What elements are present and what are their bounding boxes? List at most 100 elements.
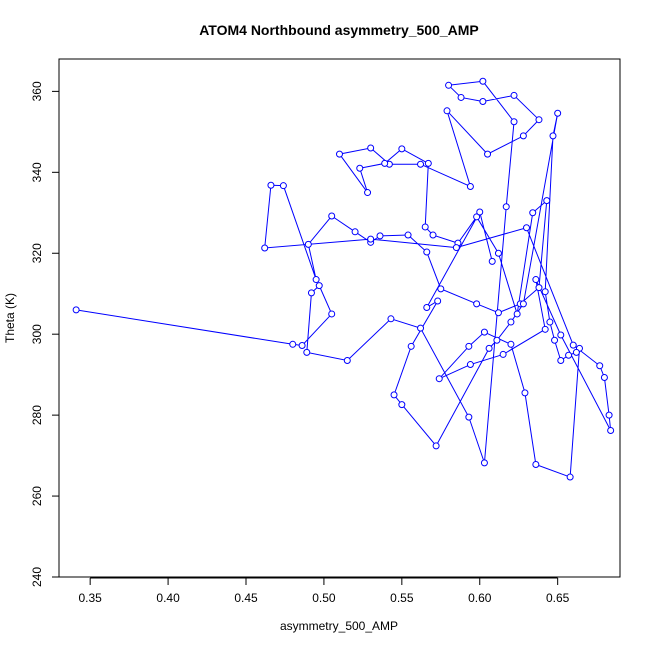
data-point <box>480 459 488 467</box>
data-point <box>493 336 501 344</box>
data-point <box>510 91 518 99</box>
data-point <box>466 182 474 190</box>
x-tick-label: 0.60 <box>468 591 492 605</box>
data-point <box>479 77 487 85</box>
data-point <box>607 427 615 434</box>
data-point <box>343 356 351 364</box>
data-point <box>432 442 440 450</box>
data-point <box>417 324 425 332</box>
x-tick-label: 0.45 <box>234 591 258 605</box>
data-point <box>289 340 297 348</box>
data-point <box>315 282 323 290</box>
data-point <box>465 413 473 421</box>
y-tick-label: 320 <box>30 243 44 263</box>
data-point <box>507 318 515 326</box>
data-point <box>541 325 549 333</box>
data-point <box>445 81 453 89</box>
y-tick-label: 340 <box>30 162 44 182</box>
data-point <box>417 160 425 168</box>
x-axis-label: asymmetry_500_AMP <box>280 619 398 633</box>
data-point <box>407 342 415 350</box>
data-point <box>387 315 395 323</box>
x-tick-label: 0.50 <box>312 591 336 605</box>
data-point <box>532 276 540 284</box>
x-tick-label: 0.65 <box>546 591 570 605</box>
data-point <box>328 212 336 220</box>
data-point <box>390 391 398 399</box>
data-point <box>596 362 604 370</box>
y-tick-label: 300 <box>30 324 44 344</box>
data-point <box>557 356 565 364</box>
data-point <box>466 361 474 369</box>
data-point <box>572 348 580 356</box>
data-point <box>546 318 554 326</box>
x-tick-label: 0.35 <box>78 591 102 605</box>
data-point <box>479 97 487 105</box>
data-point <box>452 244 460 252</box>
data-point <box>435 375 443 383</box>
data-point <box>434 297 442 305</box>
y-tick-label: 240 <box>30 567 44 587</box>
data-point <box>303 348 311 356</box>
data-point <box>404 231 412 239</box>
data-point <box>465 342 473 350</box>
data-point <box>605 411 613 419</box>
data-point <box>499 350 507 358</box>
data-point <box>473 300 481 308</box>
data-point <box>532 461 540 468</box>
data-point <box>429 231 437 239</box>
data-point <box>541 288 549 296</box>
data-point <box>521 389 529 397</box>
y-tick-label: 280 <box>30 405 44 425</box>
x-tick-label: 0.40 <box>156 591 180 605</box>
data-point <box>510 118 518 126</box>
data-point <box>554 109 562 117</box>
data-point <box>423 303 431 311</box>
data-point <box>279 182 287 190</box>
data-point <box>535 116 543 124</box>
data-point <box>398 401 406 409</box>
data-point <box>557 331 565 339</box>
data-point <box>367 235 375 243</box>
data-point <box>443 107 451 115</box>
data-point <box>307 289 315 297</box>
data-point <box>519 132 527 140</box>
data-point <box>549 132 557 140</box>
data-marks <box>72 77 615 481</box>
data-point <box>485 344 493 352</box>
plot-frame <box>58 58 621 578</box>
data-point <box>513 310 521 318</box>
data-point <box>72 306 80 314</box>
data-point <box>328 310 336 318</box>
data-point <box>569 341 577 349</box>
data-point <box>484 150 492 158</box>
data-point <box>267 181 275 189</box>
data-point <box>364 189 372 197</box>
data-point <box>519 300 527 308</box>
data-point <box>367 144 375 152</box>
data-point <box>494 309 502 317</box>
data-point <box>600 373 608 381</box>
y-tick-label: 360 <box>30 81 44 101</box>
data-point <box>457 93 465 101</box>
series-line <box>76 80 612 478</box>
data-point <box>437 285 445 293</box>
chart-title: ATOM4 Northbound asymmetry_500_AMP <box>199 22 479 38</box>
data-point <box>543 197 551 205</box>
data-point <box>476 208 484 216</box>
data-point <box>535 284 543 292</box>
data-point <box>423 248 431 256</box>
y-tick-label: 260 <box>30 486 44 506</box>
y-axis: 240 260 280 300 320 340 360 <box>30 81 60 587</box>
data-point <box>356 164 364 172</box>
data-point <box>529 209 537 217</box>
data-point <box>551 336 559 344</box>
data-point <box>398 145 406 153</box>
data-point <box>566 473 574 481</box>
data-point <box>312 276 320 284</box>
data-point <box>480 328 488 336</box>
data-point <box>494 249 502 257</box>
data-point <box>488 257 496 265</box>
data-point <box>304 240 312 248</box>
data-point <box>351 228 359 236</box>
